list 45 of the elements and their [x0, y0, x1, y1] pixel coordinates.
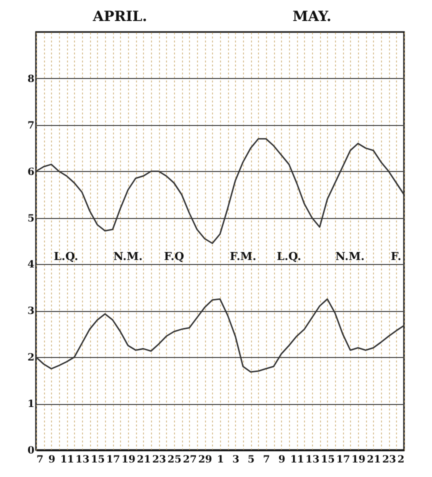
x-tick-label: 27: [182, 454, 197, 466]
x-tick-label: 21: [366, 454, 381, 466]
x-tick-label: 3: [232, 454, 240, 466]
annotation: L.Q.: [276, 250, 302, 263]
x-tick-label: 15: [320, 454, 335, 466]
x-tick-label: 11: [60, 454, 74, 466]
y-tick-label: 0: [28, 446, 35, 456]
x-tick-label: 13: [76, 454, 90, 466]
x-tick-label: 2: [398, 454, 405, 466]
x-tick-label: 17: [336, 454, 350, 466]
y-tick-label: 1: [28, 399, 34, 410]
annotation: F.M.: [230, 250, 256, 263]
x-tick-label: 23: [382, 454, 396, 466]
annotation: F.: [390, 250, 402, 263]
x-tick-label: 7: [263, 454, 270, 466]
x-tick-label: 9: [278, 454, 286, 466]
y-tick-label: 6: [28, 166, 35, 178]
line-series: [35, 298, 405, 373]
y-tick-label: 4: [28, 260, 35, 271]
x-tick-label: 29: [198, 454, 212, 466]
y-tick-label: 7: [28, 120, 35, 132]
y-tick-label: 5: [28, 213, 35, 224]
x-tick-label: 17: [106, 454, 120, 466]
x-tick-label: 15: [90, 454, 105, 466]
line-series: [35, 138, 405, 244]
y-tick-label: 8: [28, 74, 35, 85]
x-tick-label: 21: [136, 454, 151, 466]
x-tick-label: 23: [152, 454, 166, 466]
y-tick-label: 3: [28, 306, 35, 318]
text: APRIL.: [92, 9, 148, 25]
y-tick-label: 2: [28, 352, 35, 364]
text: MAY.: [292, 9, 332, 25]
annotation: L.Q.: [54, 250, 78, 263]
x-tick-label: 1: [217, 454, 224, 466]
x-tick-label: 13: [306, 454, 320, 466]
annotation: N.M.: [113, 250, 143, 263]
x-tick-label: 25: [168, 454, 182, 466]
x-tick-label: 19: [352, 454, 366, 466]
annotation: N.M.: [335, 250, 365, 263]
x-tick-label: 11: [290, 454, 304, 466]
x-tick-label: 9: [48, 454, 56, 466]
annotation: F.Q: [164, 250, 184, 263]
x-tick-label: 19: [122, 454, 136, 466]
x-tick-label: 5: [248, 454, 255, 466]
x-tick-label: 7: [36, 454, 44, 466]
